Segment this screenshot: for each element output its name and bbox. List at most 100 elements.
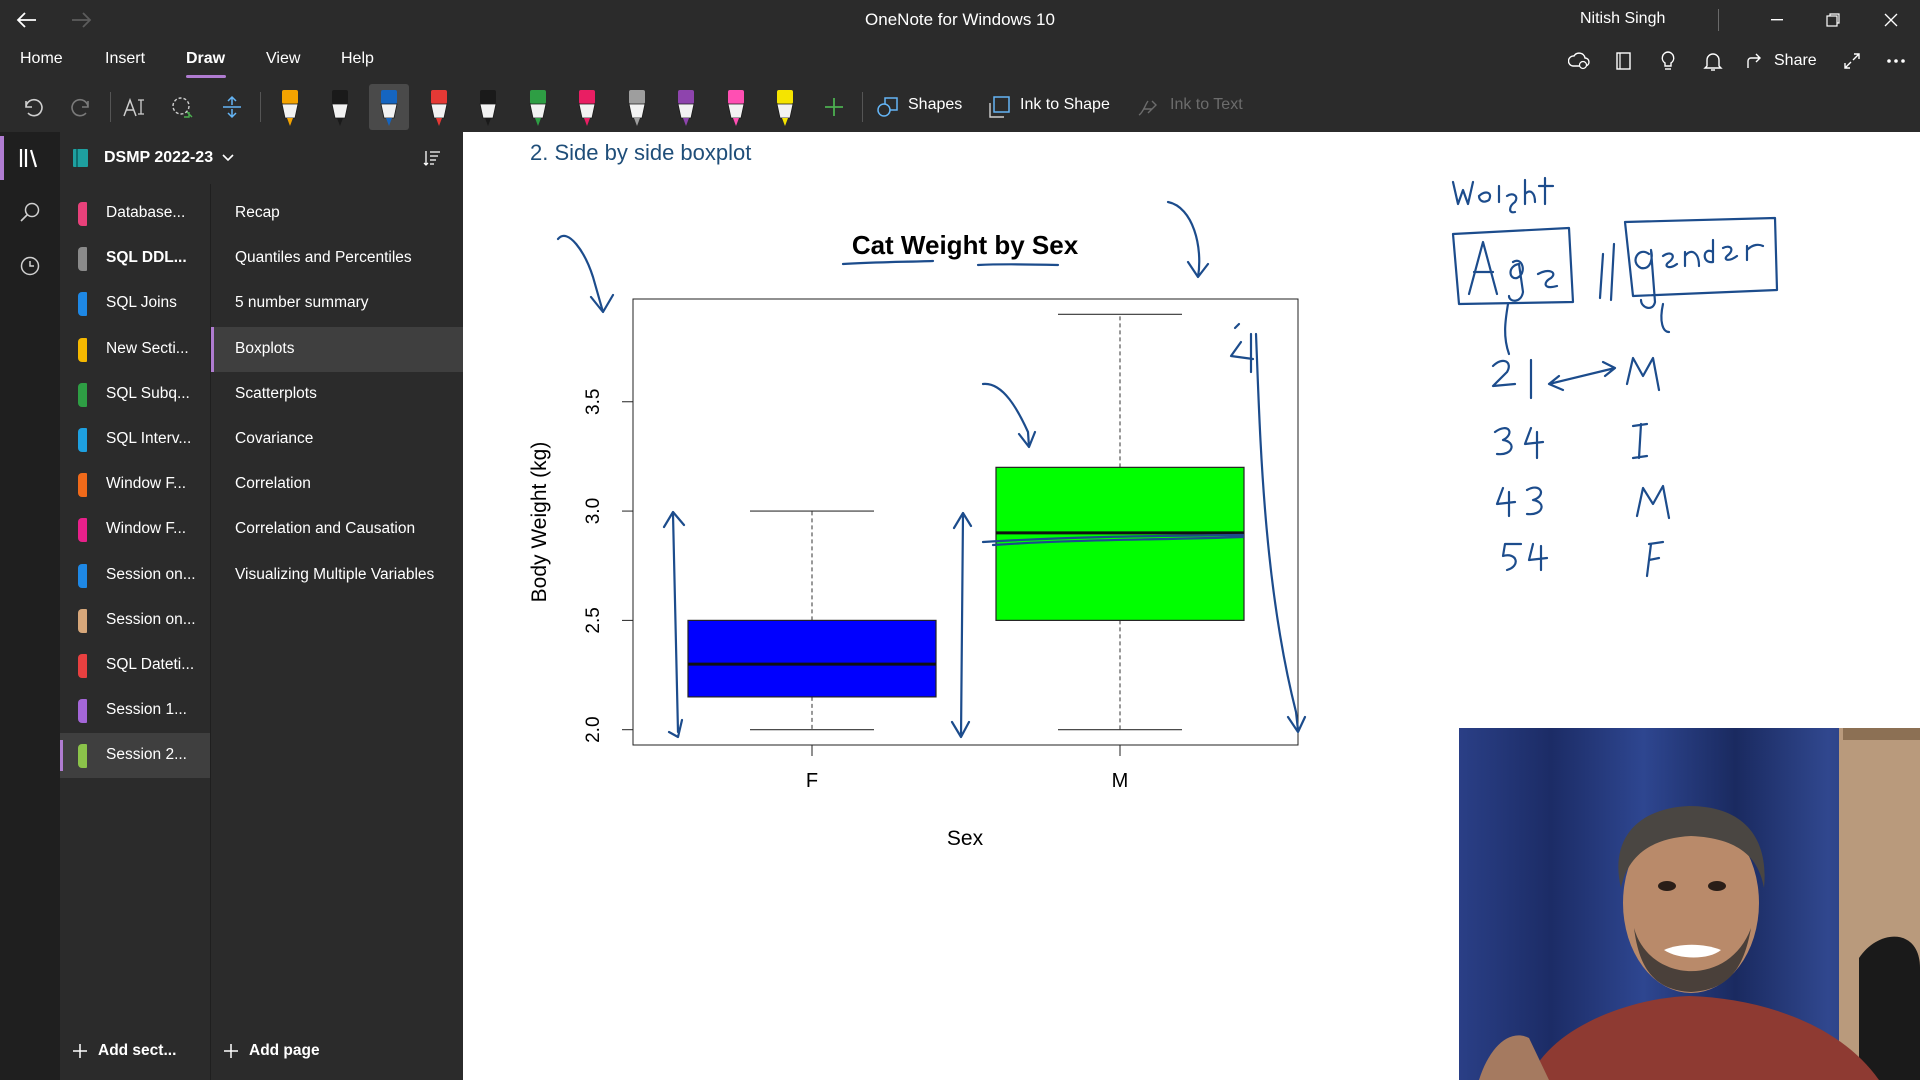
page-item[interactable]: Recap xyxy=(211,191,463,236)
notebook-header[interactable]: DSMP 2022-23 xyxy=(60,132,463,184)
page-label: Quantiles and Percentiles xyxy=(235,249,412,267)
iqr-box xyxy=(995,466,1245,621)
tab-draw[interactable]: Draw xyxy=(186,50,226,67)
yellow-highlighter-tool[interactable] xyxy=(765,84,805,130)
tab-help[interactable]: Help xyxy=(341,50,374,67)
title-bar: OneNote for Windows 10 Nitish Singh xyxy=(0,0,1920,40)
x-tick-label: M xyxy=(1112,770,1129,792)
add-pen-icon[interactable] xyxy=(814,87,854,127)
add-section-button[interactable]: Add sect... xyxy=(72,1036,176,1066)
chevron-down-icon[interactable] xyxy=(222,154,234,162)
redo-icon[interactable] xyxy=(62,87,102,127)
black-marker-tool[interactable] xyxy=(468,84,508,130)
close-icon[interactable] xyxy=(1868,6,1914,34)
section-item[interactable]: SQL Dateti... xyxy=(60,643,210,688)
section-item[interactable]: Session 1... xyxy=(60,688,210,733)
x-tick-label: F xyxy=(806,770,818,792)
section-item[interactable]: Session on... xyxy=(60,598,210,643)
user-name[interactable]: Nitish Singh xyxy=(1580,10,1666,27)
tab-insert[interactable]: Insert xyxy=(105,50,146,67)
page-label: 5 number summary xyxy=(235,294,369,312)
section-item[interactable]: Database... xyxy=(60,191,210,236)
page-item[interactable]: Correlation and Causation xyxy=(211,507,463,552)
page-label: Boxplots xyxy=(235,339,295,357)
page-item[interactable]: Covariance xyxy=(211,417,463,462)
black-pen-tool[interactable] xyxy=(320,84,360,130)
minimize-icon[interactable] xyxy=(1754,6,1800,34)
ink-to-shape-label[interactable]: Ink to Shape xyxy=(1020,96,1110,113)
section-item[interactable]: SQL Joins xyxy=(60,281,210,326)
section-label: Database... xyxy=(106,204,186,221)
ink-to-shape-icon[interactable] xyxy=(980,87,1020,127)
purple-pen-tool[interactable] xyxy=(666,84,706,130)
sync-status-icon[interactable] xyxy=(1563,46,1595,76)
section-item[interactable]: New Secti... xyxy=(60,327,210,372)
page-item[interactable]: 5 number summary xyxy=(211,281,463,326)
page-item[interactable]: Quantiles and Percentiles xyxy=(211,236,463,281)
page-label: Correlation and Causation xyxy=(235,520,416,538)
bell-icon[interactable] xyxy=(1697,46,1729,76)
gray-pen-tool[interactable] xyxy=(617,84,657,130)
ink-to-text-icon xyxy=(1128,87,1168,127)
fullscreen-icon[interactable] xyxy=(1836,46,1868,76)
x-axis-label: Sex xyxy=(947,827,984,850)
add-page-label: Add page xyxy=(249,1042,320,1059)
app-title: OneNote for Windows 10 xyxy=(865,10,1055,29)
page-item[interactable]: Boxplots xyxy=(211,326,463,372)
section-color-tab xyxy=(78,337,87,362)
section-item[interactable]: SQL Interv... xyxy=(60,417,210,462)
undo-icon[interactable] xyxy=(12,87,52,127)
page-label: Correlation xyxy=(235,475,311,493)
blue-pen-tool[interactable] xyxy=(369,84,409,130)
section-item[interactable]: Session 2... xyxy=(60,733,210,779)
navigation-rail xyxy=(0,132,60,1080)
section-color-tab xyxy=(78,518,87,543)
tab-home[interactable]: Home xyxy=(20,50,63,67)
section-color-tab xyxy=(78,563,87,588)
share-button[interactable]: Share xyxy=(1746,46,1817,76)
magenta-pen-tool[interactable] xyxy=(716,84,756,130)
lightbulb-icon[interactable] xyxy=(1652,46,1684,76)
section-item[interactable]: SQL DDL... xyxy=(60,236,210,281)
notebook-view-icon[interactable] xyxy=(1608,46,1640,76)
more-options-icon[interactable] xyxy=(1880,46,1912,76)
back-icon[interactable] xyxy=(10,6,44,34)
section-label: SQL Joins xyxy=(106,294,177,312)
page-selected-indicator xyxy=(211,326,214,372)
lasso-select-icon[interactable] xyxy=(162,87,202,127)
iqr-box xyxy=(687,619,937,698)
shapes-label[interactable]: Shapes xyxy=(908,96,963,113)
page-label: Covariance xyxy=(235,430,314,447)
section-item[interactable]: Session on... xyxy=(60,553,210,598)
shapes-icon[interactable] xyxy=(868,87,908,127)
forward-icon[interactable] xyxy=(64,6,98,34)
highlighter-orange-pen-tool[interactable] xyxy=(270,84,310,130)
sort-pages-icon[interactable] xyxy=(423,149,441,167)
section-color-tab xyxy=(78,382,87,407)
section-item[interactable]: Window F... xyxy=(60,462,210,507)
add-page-button[interactable]: Add page xyxy=(223,1036,320,1066)
section-label: Session 2... xyxy=(106,746,187,764)
pink-pen-tool[interactable] xyxy=(567,84,607,130)
section-color-tab xyxy=(78,202,87,226)
type-select-icon[interactable] xyxy=(113,87,153,127)
section-item[interactable]: SQL Subq... xyxy=(60,372,210,417)
restore-icon[interactable] xyxy=(1810,6,1856,34)
section-label: SQL Interv... xyxy=(106,430,192,447)
add-space-icon[interactable] xyxy=(212,87,252,127)
tab-view[interactable]: View xyxy=(266,50,301,67)
notebooks-icon[interactable] xyxy=(0,132,60,184)
green-pen-tool[interactable] xyxy=(518,84,558,130)
recent-notes-icon[interactable] xyxy=(0,240,60,292)
section-label: Session on... xyxy=(106,565,196,583)
section-color-tab xyxy=(78,608,87,633)
presenter-webcam xyxy=(1459,728,1920,1080)
search-icon[interactable] xyxy=(0,186,60,238)
section-label: Window F... xyxy=(106,475,187,493)
page-item[interactable]: Correlation xyxy=(211,462,463,507)
page-item[interactable]: Scatterplots xyxy=(211,372,463,417)
page-item[interactable]: Visualizing Multiple Variables xyxy=(211,553,463,598)
page-heading[interactable]: 2. Side by side boxplot xyxy=(530,140,752,165)
red-pen-tool[interactable] xyxy=(419,84,459,130)
section-item[interactable]: Window F... xyxy=(60,507,210,552)
